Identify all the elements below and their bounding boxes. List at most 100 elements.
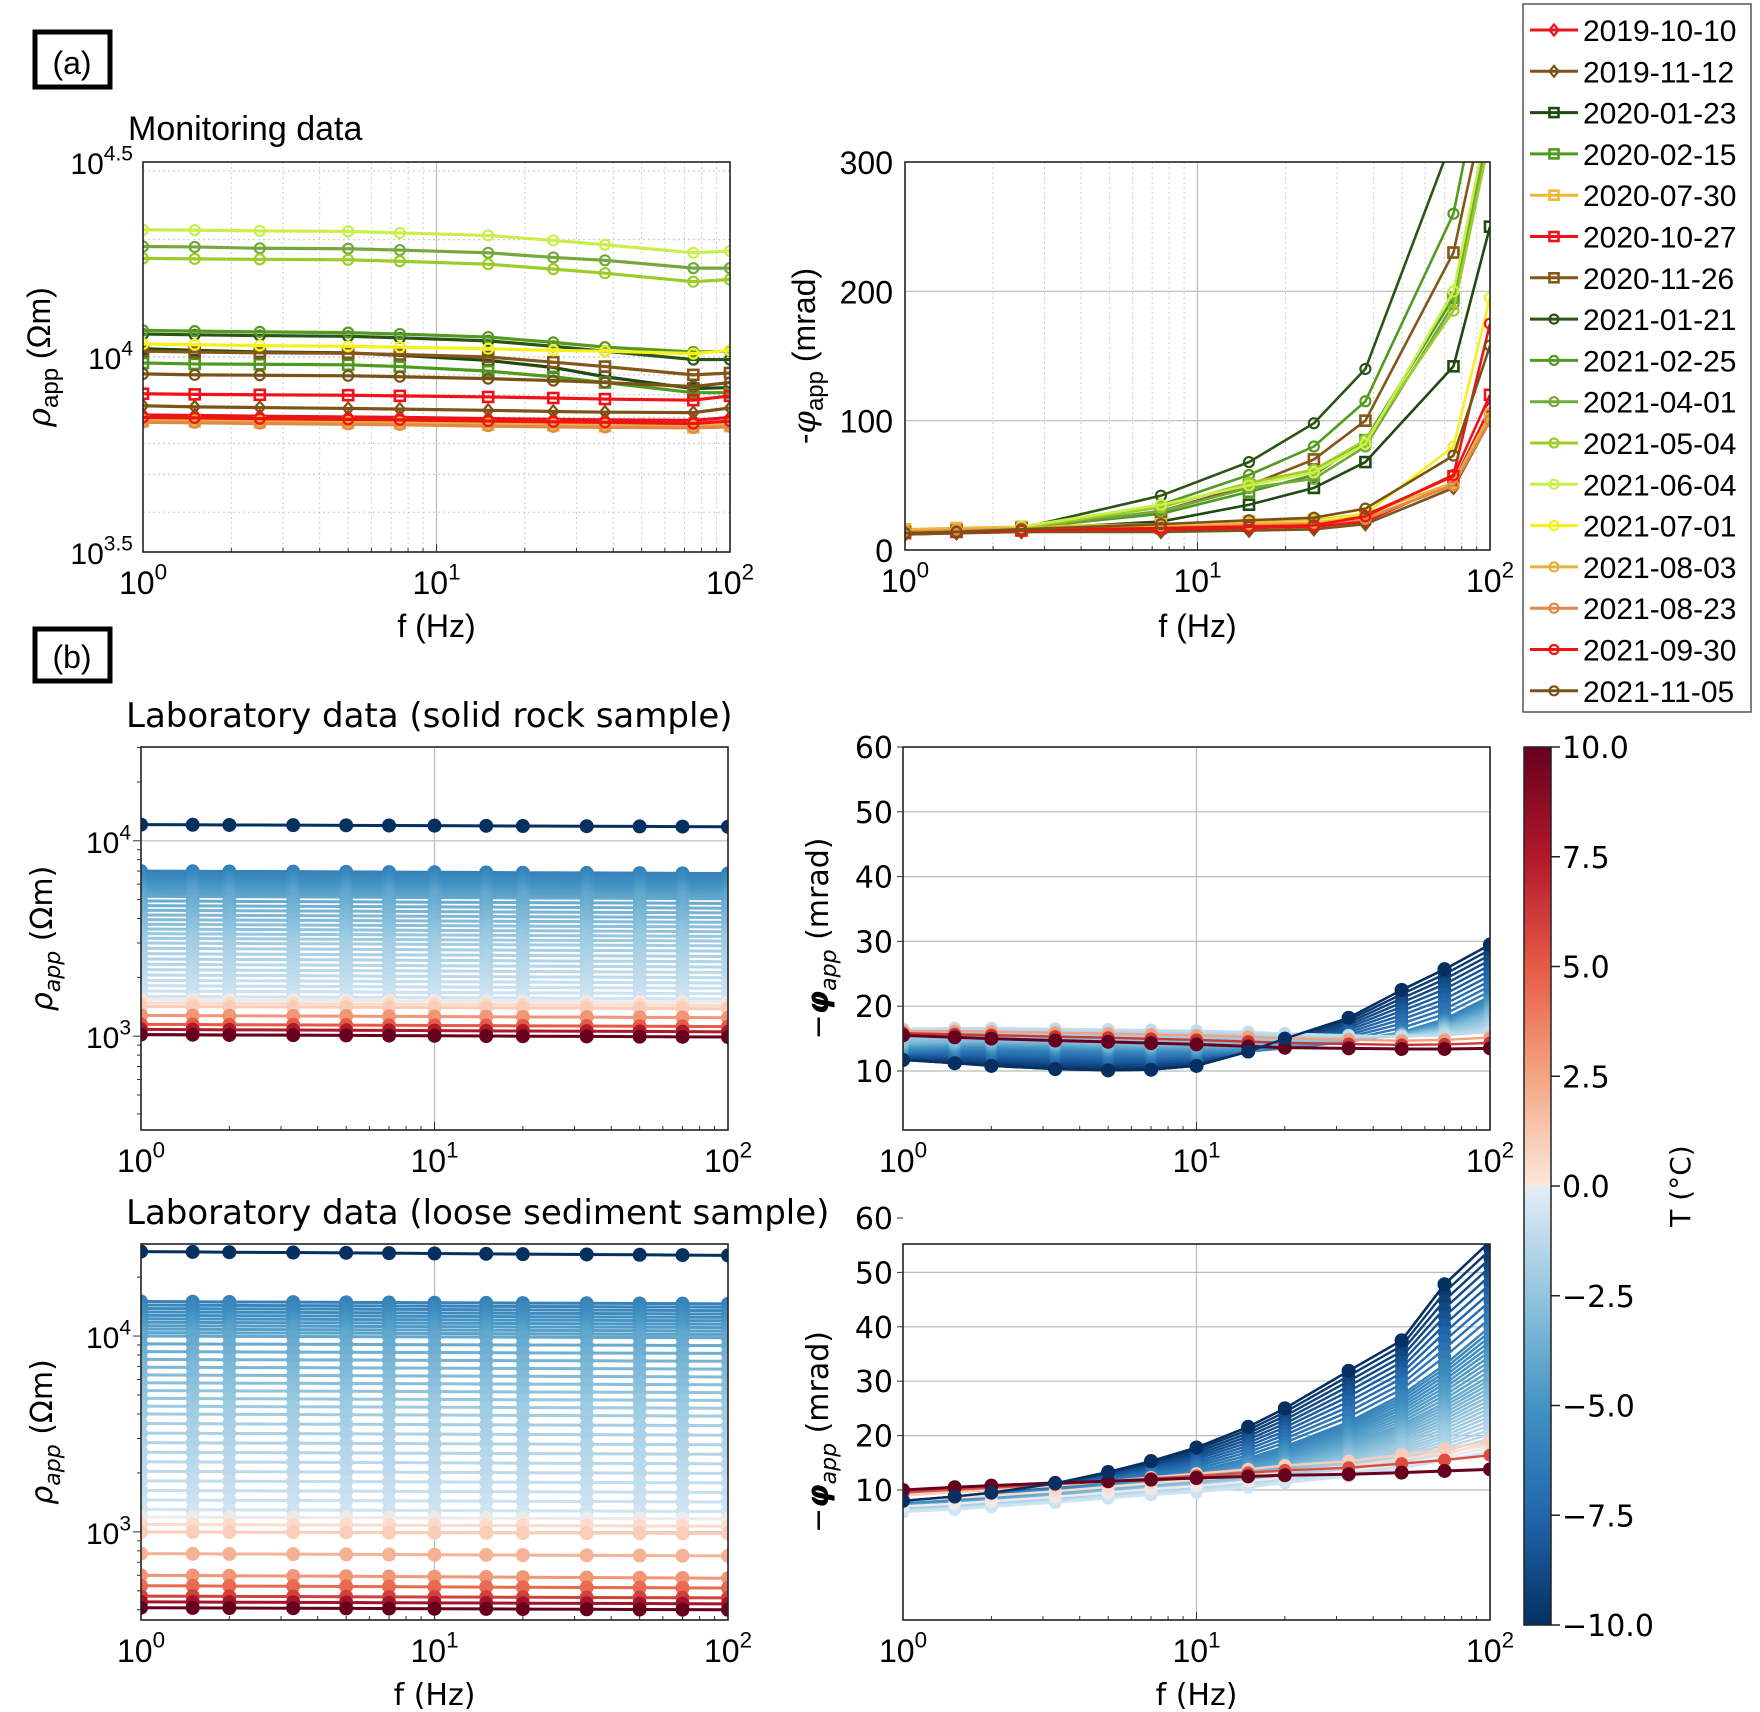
data-point: [141, 1568, 148, 1583]
data-point: [687, 275, 700, 288]
legend-marker-square: [1548, 189, 1560, 201]
data-point: [286, 1547, 301, 1562]
panel-label-a: (a): [32, 29, 113, 90]
data-point: [1242, 520, 1256, 533]
data-point: [675, 1248, 690, 1263]
data-point: [393, 226, 406, 240]
data-point: [143, 398, 150, 414]
data-point: [579, 1602, 594, 1617]
series-group: [141, 1244, 728, 1617]
data-point: [342, 369, 355, 382]
legend-item: 2021-07-01: [1530, 511, 1736, 544]
data-point: [903, 1493, 910, 1508]
data-point: [1483, 339, 1490, 352]
data-point: [427, 1569, 442, 1584]
data-point: [339, 1525, 354, 1540]
legend-marker-circle: [1548, 478, 1560, 490]
x-tick-label: 101: [410, 1628, 458, 1669]
data-point: [547, 415, 560, 428]
data-point: [479, 1580, 494, 1595]
series-line-2020-10-27: [143, 392, 730, 402]
data-point: [185, 817, 200, 832]
data-point: [598, 238, 612, 251]
data-point: [1394, 1041, 1409, 1056]
data-point: [393, 348, 407, 361]
y-tick-label: 10: [855, 1474, 893, 1509]
data-point: [427, 1601, 442, 1616]
data-point: [1447, 468, 1460, 482]
data-point: [1483, 317, 1490, 330]
data-point: [632, 1580, 647, 1595]
series-line-2021-08-03: [143, 418, 730, 427]
colorbar-tick-label: 10.0: [1562, 731, 1629, 766]
data-point: [253, 346, 267, 360]
data-point: [1447, 449, 1460, 462]
data-point: [675, 819, 690, 834]
data-point: [903, 1483, 910, 1497]
data-point: [253, 339, 266, 352]
series-group: [903, 937, 1490, 1078]
axes-frame: [904, 161, 1491, 551]
plot-title: Laboratory data (solid rock sample): [126, 696, 733, 736]
y-tick-label: 300: [840, 145, 893, 181]
y-tick-label: 60: [855, 1202, 893, 1237]
data-point: [143, 223, 150, 236]
colorbar-tick-label: −7.5: [1562, 1499, 1635, 1534]
data-point: [342, 225, 355, 238]
data-point: [721, 1548, 728, 1563]
data-point: [1447, 246, 1460, 259]
legend-item: 2019-11-12: [1530, 56, 1734, 89]
data-point: [1359, 437, 1372, 451]
data-point: [598, 360, 612, 373]
data-point: [479, 1525, 494, 1540]
data-point: [1438, 1442, 1452, 1456]
data-point: [1101, 1063, 1116, 1078]
data-point: [1485, 28, 1495, 38]
data-point: [675, 1029, 690, 1044]
data-point: [515, 1029, 530, 1044]
data-point: [515, 1580, 530, 1595]
data-point: [253, 369, 266, 382]
x-tick-label: 102: [1466, 558, 1514, 599]
data-point: [1307, 417, 1320, 430]
data-point: [1189, 1440, 1204, 1455]
data-point: [723, 344, 730, 357]
data-point: [339, 1569, 354, 1584]
data-point: [427, 1028, 442, 1043]
data-point: [185, 1568, 200, 1583]
legend-label: 2020-10-27: [1583, 222, 1736, 255]
legend-marker-circle: [1548, 313, 1560, 325]
data-point: [1394, 1465, 1409, 1480]
series-line-2021-01-21: [143, 332, 730, 362]
data-point: [482, 258, 495, 271]
data-point: [341, 388, 355, 402]
data-point: [143, 387, 150, 401]
data-point: [579, 1247, 594, 1262]
data-point: [1048, 1476, 1063, 1491]
legend-label: 2021-04-01: [1583, 387, 1736, 420]
data-point: [984, 1058, 999, 1073]
data-point: [579, 819, 594, 834]
data-point: [479, 1029, 494, 1044]
legend-label: 2021-07-01: [1583, 511, 1736, 544]
data-point: [286, 1525, 301, 1540]
data-point: [1242, 455, 1256, 469]
data-point: [903, 1028, 910, 1043]
legend-item: 2019-10-10: [1530, 15, 1736, 48]
data-point: [143, 416, 150, 429]
colorbar-tick-label: −10.0: [1562, 1609, 1654, 1644]
data-point: [515, 1526, 530, 1541]
data-point: [1483, 388, 1490, 402]
data-point: [687, 368, 700, 382]
data-point: [141, 1578, 148, 1593]
data-point: [1144, 1062, 1159, 1077]
plot-lab-solid-phi: 100 101 102 10 20 30 40 50 60 −φapp (mrad): [801, 731, 1514, 1179]
data-point: [222, 1245, 237, 1260]
y-axis-label: ρapp (Ωm): [20, 287, 64, 428]
data-point: [1048, 1062, 1063, 1077]
data-point: [1144, 1472, 1159, 1487]
colorbar-tick-label: −2.5: [1562, 1280, 1635, 1315]
data-point: [547, 263, 560, 276]
x-axis-label: f (Hz): [394, 1678, 476, 1712]
axes-frame: [140, 746, 729, 1131]
